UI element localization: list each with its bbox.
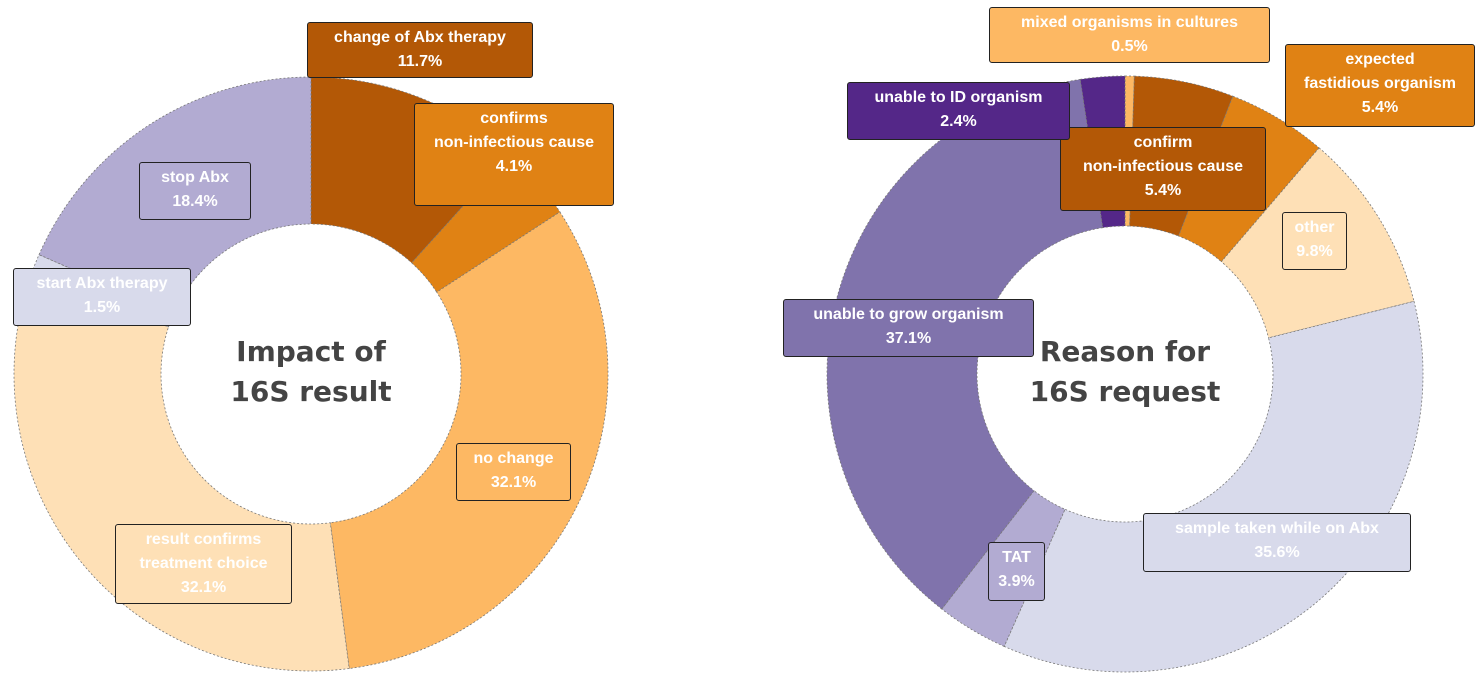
slice-label: confirms non-infectious cause 4.1%: [414, 103, 614, 206]
slice-label: confirm non-infectious cause 5.4%: [1060, 127, 1266, 211]
slice-name: no change: [473, 450, 554, 467]
slice-label: change of Abx therapy 11.7%: [307, 22, 533, 78]
slice-label: result confirms treatment choice 32.1%: [115, 524, 292, 604]
slice-label: start Abx therapy 1.5%: [13, 268, 191, 326]
slice-name: other: [1294, 219, 1335, 236]
slice-label: no change 32.1%: [456, 443, 571, 501]
slice-value: 11.7%: [397, 53, 443, 70]
slice-name: start Abx therapy: [36, 275, 168, 292]
slice-name: unable to ID organism: [874, 89, 1043, 106]
slice-name: result confirms treatment choice: [139, 531, 268, 572]
slice-value: 18.4%: [172, 193, 218, 210]
slice-value: 32.1%: [490, 474, 537, 491]
slice-name: confirms non-infectious cause: [433, 110, 595, 151]
slice-label: stop Abx 18.4%: [139, 162, 251, 220]
slice-value: 5.4%: [1361, 99, 1399, 116]
slice-name: TAT: [1002, 549, 1031, 566]
slice-value: 1.5%: [83, 299, 121, 316]
slice-label: unable to grow organism 37.1%: [783, 299, 1034, 357]
slice-value: 4.1%: [495, 158, 533, 175]
slice-value: 32.1%: [180, 579, 227, 596]
slice-value: 9.8%: [1296, 243, 1333, 260]
slice-value: 3.9%: [998, 573, 1035, 590]
slice-name: stop Abx: [161, 169, 229, 186]
slice-name: confirm non-infectious cause: [1082, 134, 1244, 175]
chart-title: Reason for 16S request: [1029, 335, 1221, 408]
slice-name: change of Abx therapy: [334, 29, 506, 46]
slice-value: 37.1%: [885, 330, 932, 347]
slice-value: 5.4%: [1144, 182, 1182, 199]
slice-value: 2.4%: [940, 113, 977, 130]
slice-value: 0.5%: [1111, 38, 1148, 55]
slice-name: expected fastidious organism: [1303, 51, 1457, 92]
slice-label: other 9.8%: [1282, 212, 1347, 270]
slice-label: expected fastidious organism 5.4%: [1285, 44, 1475, 127]
slice-label: sample taken while on Abx 35.6%: [1143, 513, 1411, 572]
slice-name: sample taken while on Abx: [1175, 520, 1379, 537]
donut-slice: [1003, 300, 1424, 673]
slice-name: unable to grow organism: [813, 306, 1004, 323]
slice-label: unable to ID organism 2.4%: [847, 82, 1070, 140]
slice-value: 35.6%: [1254, 544, 1300, 561]
donut-slice: [329, 211, 609, 669]
chart-title: Impact of 16S result: [230, 335, 392, 408]
slice-label: mixed organisms in cultures 0.5%: [989, 7, 1270, 63]
slice-label: TAT 3.9%: [988, 542, 1045, 601]
slice-name: mixed organisms in cultures: [1021, 14, 1238, 31]
